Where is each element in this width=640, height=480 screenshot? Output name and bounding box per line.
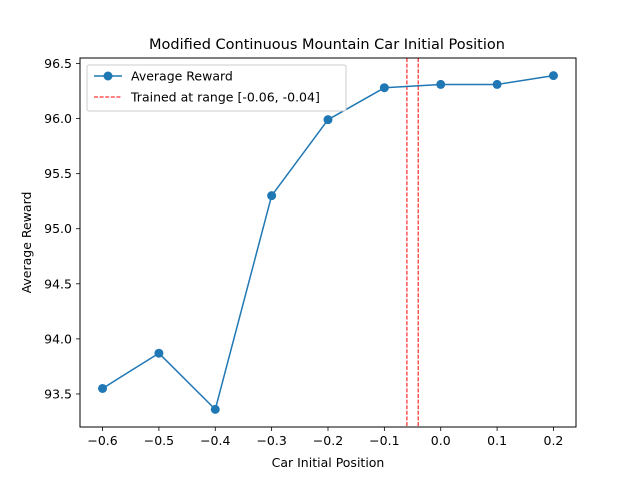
x-tick-label: 0.1 bbox=[487, 433, 507, 448]
data-point bbox=[323, 115, 333, 125]
x-tick-label: −0.3 bbox=[256, 433, 286, 448]
data-point bbox=[492, 79, 502, 89]
x-tick-label: −0.1 bbox=[369, 433, 399, 448]
x-axis-ticks: −0.6 −0.5 −0.4 −0.3 −0.2 −0.1 0.0 0.1 0.2 bbox=[87, 427, 563, 448]
data-point bbox=[267, 191, 277, 201]
y-axis-ticks: 93.5 94.0 94.5 95.0 95.5 96.0 96.5 bbox=[44, 56, 80, 401]
data-point bbox=[548, 71, 558, 81]
y-tick-label: 96.5 bbox=[44, 56, 72, 71]
x-tick-label: 0.2 bbox=[544, 433, 564, 448]
y-tick-label: 93.5 bbox=[44, 386, 72, 401]
y-tick-label: 95.0 bbox=[44, 221, 72, 236]
legend-series-label: Average Reward bbox=[131, 69, 233, 84]
plot-frame bbox=[79, 57, 577, 428]
y-tick-label: 96.0 bbox=[44, 111, 72, 126]
x-tick-label: −0.4 bbox=[200, 433, 230, 448]
legend-box bbox=[86, 64, 347, 112]
x-tick-label: 0.0 bbox=[431, 433, 451, 448]
average-reward-series bbox=[98, 71, 558, 414]
chart-title: Modified Continuous Mountain Car Initial… bbox=[149, 37, 505, 53]
y-tick-label: 94.0 bbox=[44, 331, 72, 346]
legend: Average Reward Trained at range [-0.06, … bbox=[86, 64, 347, 112]
data-point bbox=[154, 348, 164, 358]
data-point bbox=[98, 383, 108, 393]
y-tick-label: 94.5 bbox=[44, 276, 72, 291]
legend-series-marker bbox=[103, 71, 113, 81]
data-point bbox=[436, 79, 446, 89]
x-tick-label: −0.5 bbox=[144, 433, 174, 448]
data-point bbox=[379, 83, 389, 93]
x-axis-label: Car Initial Position bbox=[272, 455, 385, 470]
x-tick-label: −0.6 bbox=[87, 433, 117, 448]
x-tick-label: −0.2 bbox=[313, 433, 343, 448]
data-point bbox=[210, 404, 220, 414]
legend-vline-label: Trained at range [-0.06, -0.04] bbox=[130, 90, 320, 105]
y-tick-label: 95.5 bbox=[44, 166, 72, 181]
y-axis-label: Average Reward bbox=[19, 192, 34, 294]
